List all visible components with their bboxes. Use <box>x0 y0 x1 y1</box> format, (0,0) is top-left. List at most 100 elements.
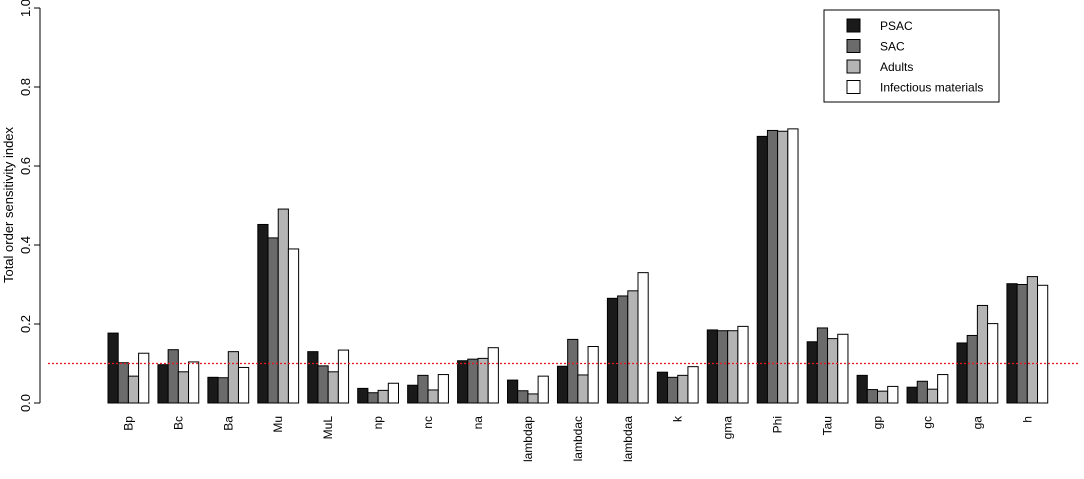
bar-h-adults <box>1026 276 1039 404</box>
bar-gma-infectious-materials <box>737 325 749 404</box>
legend-label: SAC <box>880 40 905 54</box>
x-tick-label: Ba <box>221 416 235 431</box>
bar-Ba-sac <box>217 377 229 404</box>
bar-Bc-sac <box>167 349 179 404</box>
bar-Mu-psac <box>257 223 269 404</box>
x-tick-label: h <box>1020 416 1034 423</box>
x-tick-label: nc <box>421 416 435 429</box>
bar-lambdaa-psac <box>606 297 619 404</box>
bar-h-infectious-materials <box>1037 284 1049 404</box>
y-tick-label: 0.8 <box>18 78 33 96</box>
bar-Mu-adults <box>277 208 289 404</box>
bar-gc-sac <box>916 380 928 404</box>
y-tick-label: 0.2 <box>18 315 33 333</box>
bar-np-infectious-materials <box>387 382 399 404</box>
bar-lambdac-infectious-materials <box>587 346 599 404</box>
bar-h-sac <box>1016 284 1028 404</box>
bar-na-infectious-materials <box>487 347 499 404</box>
bars-group <box>107 128 1049 404</box>
legend-swatch <box>846 39 861 53</box>
x-tick-label: Bc <box>171 416 185 430</box>
legend-label: Adults <box>880 60 913 74</box>
bar-gma-psac <box>706 329 718 404</box>
bar-np-psac <box>357 387 369 404</box>
x-tick-label: Bp <box>121 416 135 431</box>
bar-Tau-adults <box>827 338 839 404</box>
bar-Bp-adults <box>127 375 140 404</box>
bar-lambdaa-infectious-materials <box>637 272 649 404</box>
x-tick-label: Phi <box>771 416 785 433</box>
bar-lambdap-sac <box>517 390 529 404</box>
bar-Ba-psac <box>207 376 219 404</box>
bar-gp-infectious-materials <box>887 385 899 404</box>
x-tick-label: lambdap <box>521 416 535 462</box>
legend-swatch <box>846 18 861 33</box>
bar-na-adults <box>477 357 489 404</box>
bar-Bc-infectious-materials <box>188 361 200 404</box>
bar-na-psac <box>457 360 469 404</box>
bar-k-psac <box>656 371 669 404</box>
x-tick-label: Mu <box>271 416 285 433</box>
bar-Tau-sac <box>816 327 829 404</box>
bar-nc-sac <box>417 374 429 404</box>
bar-gp-adults <box>877 390 889 404</box>
x-tick-label: ga <box>970 416 984 430</box>
bar-MuL-adults <box>327 371 339 404</box>
bar-gc-adults <box>926 388 939 404</box>
bar-gp-psac <box>856 374 868 404</box>
bar-lambdac-sac <box>567 338 579 404</box>
x-tick-label: Tau <box>821 416 835 435</box>
bar-Mu-sac <box>267 237 279 404</box>
bar-Phi-infectious-materials <box>787 128 799 404</box>
legend-label: Infectious materials <box>880 81 983 95</box>
bar-Bc-adults <box>177 371 190 404</box>
bar-na-sac <box>467 358 479 404</box>
bar-nc-infectious-materials <box>437 374 449 404</box>
bar-ga-adults <box>976 304 989 404</box>
y-tick-label: 0.0 <box>18 394 33 412</box>
legend-label: PSAC <box>880 19 913 33</box>
bar-gma-adults <box>727 330 739 404</box>
y-tick-label: 1.0 <box>18 0 33 17</box>
bar-np-adults <box>377 389 389 404</box>
bar-gc-psac <box>906 386 918 404</box>
bar-nc-adults <box>427 389 439 404</box>
bar-Phi-sac <box>766 129 779 404</box>
y-axis-label: Total order sensitivity index <box>1 126 16 283</box>
bar-ga-sac <box>966 334 978 404</box>
bar-Bp-psac <box>107 332 119 404</box>
bar-Phi-adults <box>777 130 789 404</box>
bar-Ba-infectious-materials <box>237 366 250 404</box>
bar-Bp-sac <box>117 362 129 404</box>
x-tick-label: gc <box>920 416 934 429</box>
y-tick-label: 0.4 <box>18 236 33 254</box>
bar-Bc-psac <box>157 364 169 404</box>
x-tick-label: np <box>371 416 385 430</box>
bar-ga-psac <box>956 342 968 404</box>
y-axis: 0.0 0.2 0.4 0.6 0.8 1.0 <box>18 0 41 412</box>
bar-lambdap-infectious-materials <box>537 375 549 404</box>
bar-Bp-infectious-materials <box>138 352 150 404</box>
x-tick-label: k <box>671 415 685 422</box>
bar-MuL-infectious-materials <box>337 349 350 404</box>
x-tick-label: gma <box>721 416 735 440</box>
x-tick-label: lambdaa <box>621 416 635 462</box>
bar-MuL-psac <box>307 351 319 404</box>
x-axis-labels: Bp Bc Ba Mu MuL np nc na lambdap lambdac lambdaa k g… <box>121 415 1034 462</box>
bar-k-adults <box>677 374 689 404</box>
bar-k-sac <box>667 376 679 404</box>
bar-MuL-sac <box>317 365 329 404</box>
bar-Tau-psac <box>806 341 818 404</box>
x-tick-label: gp <box>871 416 885 430</box>
bar-lambdaa-adults <box>627 290 639 404</box>
bar-lambdap-adults <box>527 393 539 404</box>
x-tick-label: lambdac <box>571 416 585 461</box>
bar-np-sac <box>367 392 379 404</box>
bar-lambdac-adults <box>577 374 589 404</box>
y-tick-label: 0.6 <box>18 157 33 175</box>
bar-nc-psac <box>407 384 419 404</box>
x-tick-label: na <box>471 416 485 430</box>
bar-Tau-infectious-materials <box>837 333 849 404</box>
